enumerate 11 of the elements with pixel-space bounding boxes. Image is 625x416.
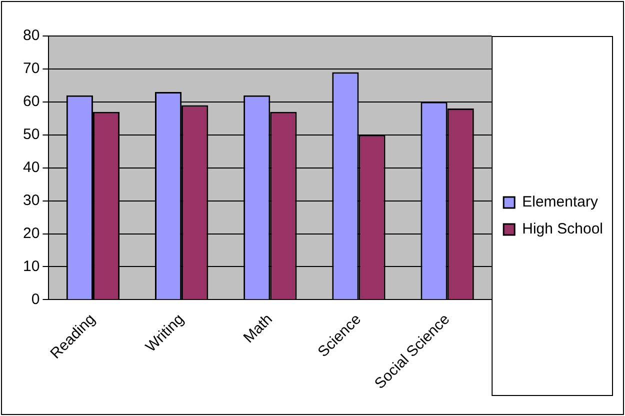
y-tick-label: 60 — [22, 93, 40, 110]
legend-label: Elementary — [522, 194, 598, 211]
y-tick-label: 80 — [22, 27, 40, 44]
y-tick-label: 50 — [22, 126, 40, 144]
y-tick-label: 10 — [22, 258, 40, 275]
y-tick-label: 30 — [22, 192, 40, 209]
legend-label: High School — [522, 220, 604, 238]
y-tick-label: 70 — [22, 60, 40, 78]
y-tick-label: 20 — [22, 224, 40, 242]
y-tick-label: 40 — [22, 158, 40, 176]
y-tick-label: 0 — [31, 290, 40, 308]
